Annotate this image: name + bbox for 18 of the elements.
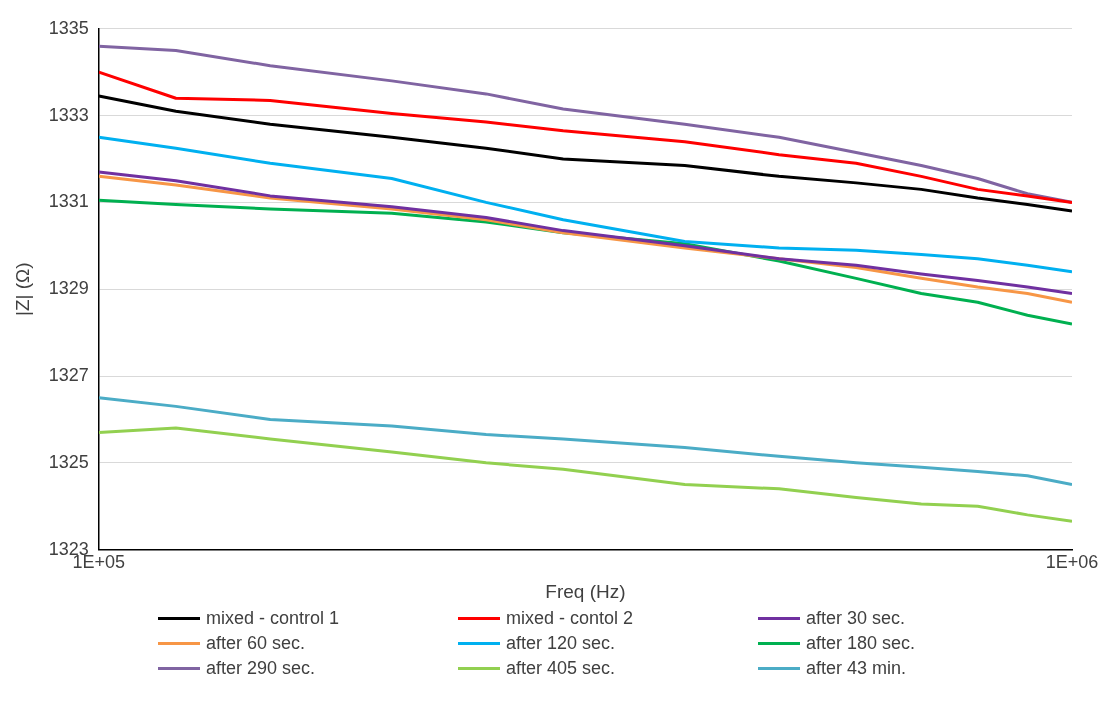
- legend-label: after 30 sec.: [806, 608, 906, 629]
- legend-label: after 60 sec.: [206, 633, 306, 654]
- y-tick-label: 1329: [48, 278, 89, 299]
- y-tick-label: 1335: [48, 17, 89, 38]
- y-tick-label: 1331: [48, 191, 89, 212]
- legend-label: after 405 sec.: [506, 658, 616, 679]
- legend-label: mixed - control 1: [206, 608, 340, 629]
- y-tick-label: 1325: [48, 451, 89, 472]
- y-tick-label: 1327: [48, 364, 89, 385]
- x-axis-title: Freq (Hz): [545, 580, 626, 602]
- legend-label: after 290 sec.: [206, 658, 316, 679]
- legend-label: after 43 min.: [806, 658, 907, 679]
- legend-label: mixed - contol 2: [506, 608, 634, 629]
- legend-label: after 180 sec.: [806, 633, 916, 654]
- x-tick-label: 1E+06: [1045, 552, 1099, 573]
- y-tick-label: 1333: [48, 104, 89, 125]
- legend-label: after 120 sec.: [506, 633, 616, 654]
- y-axis-title: |Z| (Ω): [11, 262, 33, 317]
